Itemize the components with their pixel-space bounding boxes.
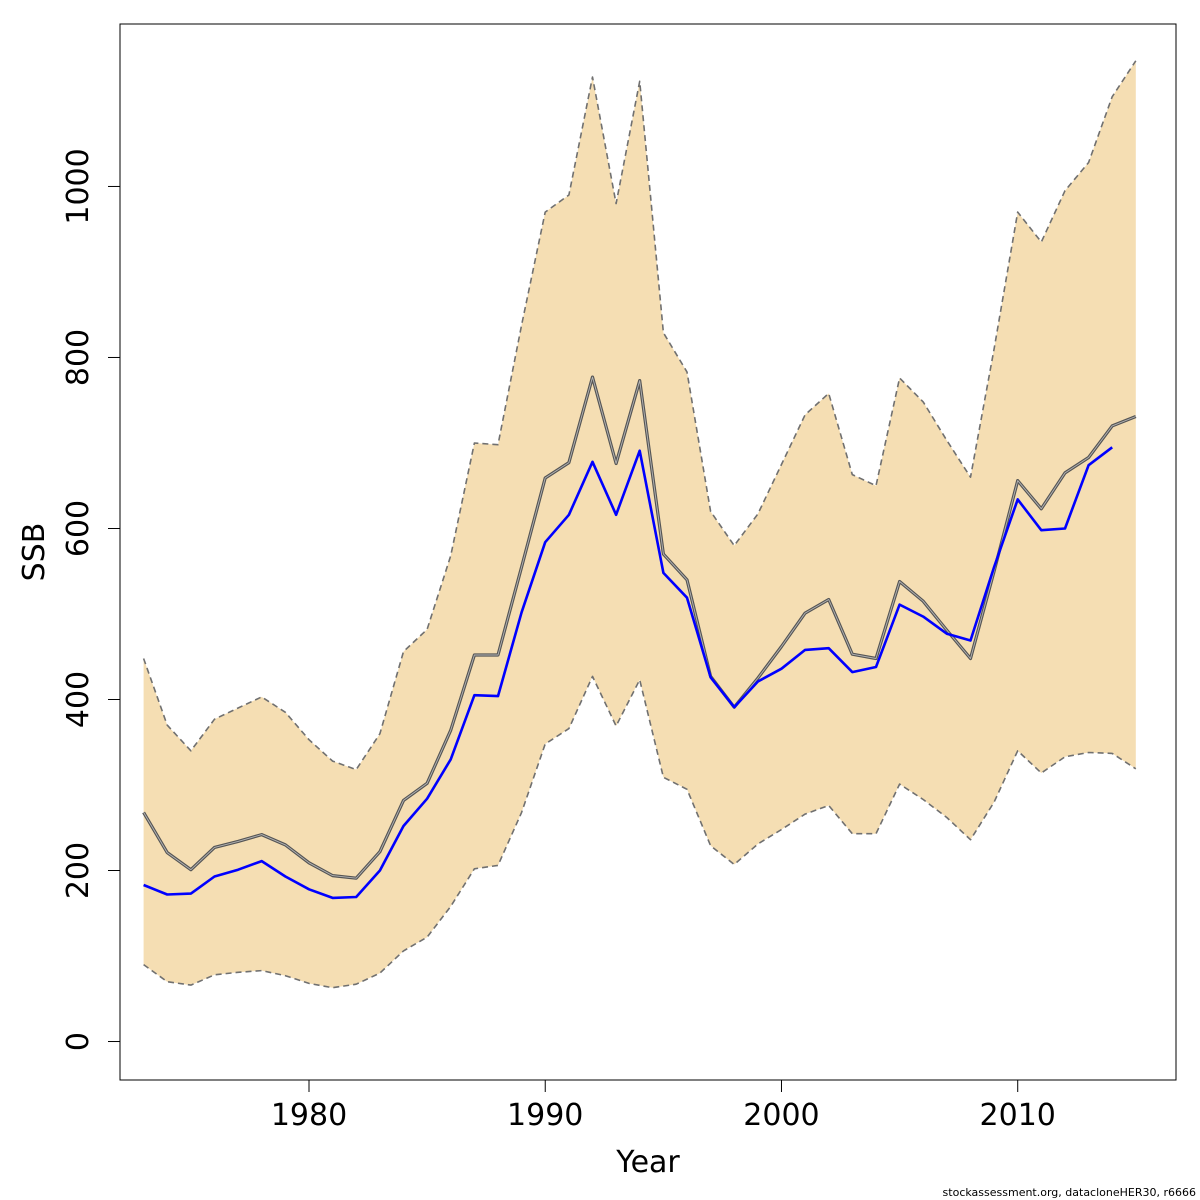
- upper-bound-line: [142, 60, 1137, 771]
- y-tick-label: 800: [61, 329, 96, 386]
- alternative-line: [143, 446, 1113, 900]
- footer-note: stockassessment.org, datacloneHER30, r66…: [943, 1186, 1196, 1199]
- x-tick-label: 1980: [271, 1098, 347, 1133]
- y-tick-label: 1000: [61, 148, 96, 224]
- y-tick-label: 400: [61, 671, 96, 728]
- x-axis-title: Year: [615, 1145, 680, 1180]
- series-lines-layer: [142, 60, 1137, 989]
- x-tick-label: 1990: [507, 1098, 583, 1133]
- lower-bound-line: [143, 675, 1137, 989]
- y-axis-title: SSB: [17, 523, 52, 582]
- y-tick-label: 200: [61, 842, 96, 899]
- y-tick-label: 0: [61, 1032, 96, 1051]
- confidence-band-layer: [143, 60, 1136, 988]
- estimate-line: [143, 376, 1136, 879]
- y-axis: 0 200 400 600 800 1000: [61, 148, 121, 1051]
- x-tick-label: 2000: [743, 1098, 819, 1133]
- x-tick-label: 2010: [980, 1098, 1056, 1133]
- x-axis: 1980 1990 2000 2010: [271, 1079, 1056, 1133]
- y-tick-label: 600: [61, 500, 96, 557]
- confidence-band: [143, 60, 1136, 988]
